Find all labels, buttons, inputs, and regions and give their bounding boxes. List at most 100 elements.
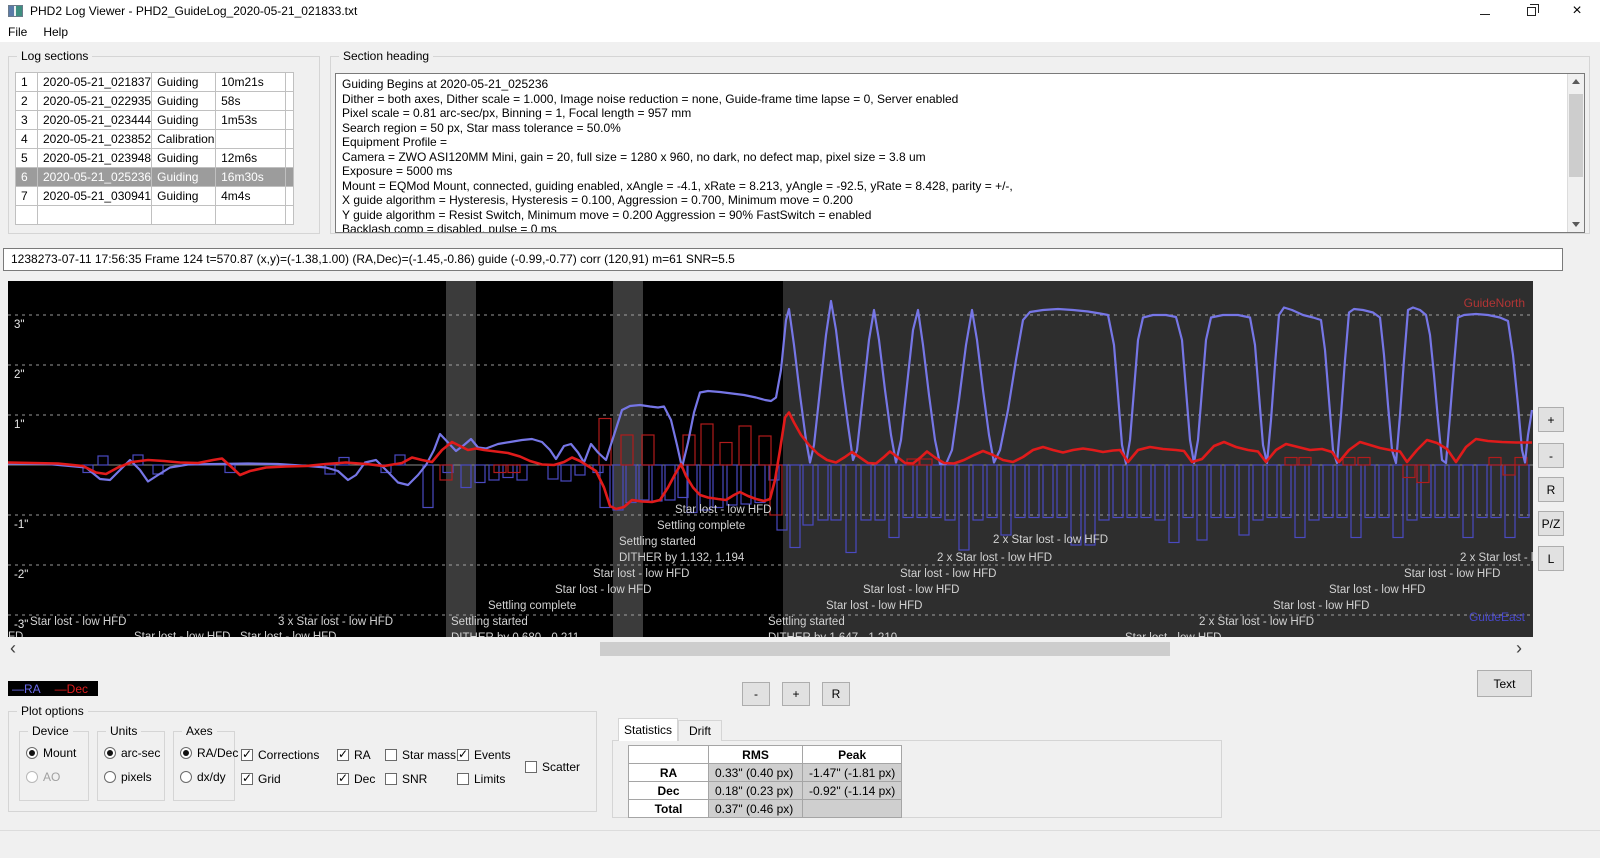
checkbox-events[interactable]: Events (457, 747, 511, 762)
radio-icon[interactable] (180, 747, 192, 759)
svg-text:2 x Star lost - low HFD: 2 x Star lost - low HFD (1199, 616, 1314, 628)
text-view-button[interactable]: Text (1477, 670, 1532, 697)
checkbox-icon[interactable] (457, 747, 469, 761)
plot-options-label: Plot options (17, 704, 88, 718)
minimize-button[interactable] (1462, 0, 1508, 22)
radio-icon[interactable] (104, 771, 116, 783)
svg-text:Settling complete: Settling complete (488, 600, 576, 612)
checkbox-star-mass[interactable]: Star mass (385, 748, 456, 762)
svg-text:2": 2" (14, 369, 24, 381)
legend-dec: —Dec (54, 681, 89, 696)
log-section-row[interactable]: 3 2020-05-21_023444 Guiding 1m53s (15, 110, 295, 130)
hscale-plus-button[interactable]: + (782, 682, 810, 706)
checkbox-icon[interactable] (385, 773, 397, 785)
section-heading-textbox[interactable]: Guiding Begins at 2020-05-21_025236 Dithe… (335, 73, 1585, 233)
stats-value-cell: -1.47" (-1.81 px) (801, 763, 903, 782)
menu-item-file[interactable]: File (8, 25, 28, 39)
log-cell (285, 186, 295, 206)
log-section-row[interactable]: 6 2020-05-21_025236 Guiding 16m30s (15, 167, 295, 187)
zoom-out-button[interactable]: - (1538, 443, 1564, 468)
checkbox-icon[interactable] (241, 771, 253, 785)
checkbox-snr[interactable]: SNR (385, 772, 427, 786)
scroll-up-icon[interactable] (1572, 79, 1580, 84)
log-section-row[interactable]: 1 2020-05-21_021837 Guiding 10m21s (15, 72, 295, 92)
checkbox-icon[interactable] (241, 747, 253, 761)
radio-icon[interactable] (104, 747, 116, 759)
guide-graph[interactable]: 3" 2" 1" -1" -2" -3" Star lost - low HFD FD Star… (8, 281, 1533, 637)
log-section-row[interactable]: 7 2020-05-21_030941 Guiding 4m4s (15, 186, 295, 206)
radio-icon[interactable] (26, 747, 38, 759)
log-sections-table[interactable]: 1 2020-05-21_021837 Guiding 10m21s 2 2020-05-… (15, 72, 295, 225)
checkbox-label: Star mass (402, 748, 457, 762)
log-section-row[interactable]: 5 2020-05-21_023948 Guiding 12m6s (15, 148, 295, 168)
radio-label: pixels (121, 770, 152, 784)
status-bar (0, 830, 1600, 858)
menu-bar: File Help (0, 22, 1600, 42)
checkbox-icon[interactable] (337, 747, 349, 761)
axes-radio-dx-dy[interactable]: dx/dy (180, 770, 226, 784)
log-sections-group: Log sections 1 2020-05-21_021837 Guiding 10… (8, 49, 320, 234)
stats-header-cell: RMS (708, 745, 803, 764)
svg-text:Star lost - low HFD: Star lost - low HFD (1273, 600, 1370, 612)
units-group: Units arc-sec pixels (97, 724, 165, 801)
checkbox-corrections[interactable]: Corrections (241, 747, 319, 762)
heading-line: Mount = EQMod Mount, connected, guiding … (342, 178, 1013, 193)
log-cell (15, 205, 38, 225)
tab-statistics[interactable]: Statistics (618, 718, 678, 741)
checkbox-icon[interactable] (457, 773, 469, 785)
radio-icon[interactable] (180, 771, 192, 783)
stats-value-cell: 0.33" (0.40 px) (708, 763, 803, 782)
checkbox-limits[interactable]: Limits (457, 772, 505, 786)
stats-value-cell: -0.92" (-1.14 px) (801, 781, 903, 800)
svg-text:2 x Star lost - low HFD: 2 x Star lost - low HFD (1460, 552, 1533, 564)
log-cell (285, 205, 295, 225)
svg-text:Settling started: Settling started (768, 616, 845, 628)
svg-text:2 x Star lost - low HFD: 2 x Star lost - low HFD (993, 534, 1108, 546)
maximize-button[interactable] (1508, 0, 1554, 22)
zoom-in-button[interactable]: + (1538, 407, 1564, 432)
pan-zoom-button[interactable]: P/Z (1538, 511, 1564, 536)
log-section-row[interactable]: 2 2020-05-21_022935 Guiding 58s (15, 91, 295, 111)
hscroll-left-icon[interactable]: ‹ (10, 638, 16, 658)
svg-text:DITHER by 0.680, -0.211: DITHER by 0.680, -0.211 (451, 632, 579, 637)
checkbox-dec[interactable]: Dec (337, 771, 375, 786)
reset-zoom-button[interactable]: R (1538, 477, 1564, 502)
axes-radio-ra-dec[interactable]: RA/Dec (180, 746, 238, 760)
svg-text:Star lost - low HFD: Star lost - low HFD (555, 584, 652, 596)
svg-text:Settling started: Settling started (619, 536, 696, 548)
log-cell: 4 (15, 129, 38, 149)
checkbox-icon[interactable] (385, 749, 397, 761)
checkbox-scatter[interactable]: Scatter (525, 760, 580, 774)
heading-scroll-thumb[interactable] (1569, 94, 1583, 177)
checkbox-icon[interactable] (337, 771, 349, 785)
heading-line: Exposure = 5000 ms (342, 164, 453, 178)
hscale-reset-button[interactable]: R (822, 682, 850, 706)
heading-line: Guiding Begins at 2020-05-21_025236 (342, 77, 549, 91)
checkbox-grid[interactable]: Grid (241, 771, 281, 786)
menu-item-help[interactable]: Help (43, 25, 69, 39)
checkbox-icon[interactable] (525, 761, 537, 773)
checkbox-label: Limits (474, 772, 506, 786)
checkbox-ra[interactable]: RA (337, 747, 371, 762)
log-cell: Calibration (151, 129, 217, 149)
log-section-row[interactable] (15, 205, 295, 225)
svg-text:3 x Star lost - low HFD: 3 x Star lost - low HFD (278, 616, 393, 628)
log-section-row[interactable]: 4 2020-05-21_023852 Calibration (15, 129, 295, 149)
svg-text:1": 1" (14, 419, 24, 431)
limits-button[interactable]: L (1538, 546, 1564, 571)
hscroll-thumb[interactable] (600, 642, 1170, 656)
units-radio-pixels[interactable]: pixels (104, 770, 152, 784)
hscale-minus-button[interactable]: - (742, 682, 770, 706)
hscroll-right-icon[interactable]: › (1516, 638, 1522, 658)
svg-text:Star lost - low HFD: Star lost - low HFD (863, 584, 960, 596)
heading-scrollbar[interactable] (1567, 74, 1584, 232)
stats-value-cell: 0.37" (0.46 px) (708, 799, 803, 818)
svg-text:Star lost - low HFD: Star lost - low HFD (675, 504, 772, 516)
units-radio-arc-sec[interactable]: arc-sec (104, 746, 160, 760)
tab-drift[interactable]: Drift (678, 720, 722, 741)
heading-line: X guide algorithm = Hysteresis, Hysteres… (342, 193, 853, 207)
device-radio-mount[interactable]: Mount (26, 746, 76, 760)
scroll-down-icon[interactable] (1572, 222, 1580, 227)
close-button[interactable]: × (1554, 0, 1600, 22)
